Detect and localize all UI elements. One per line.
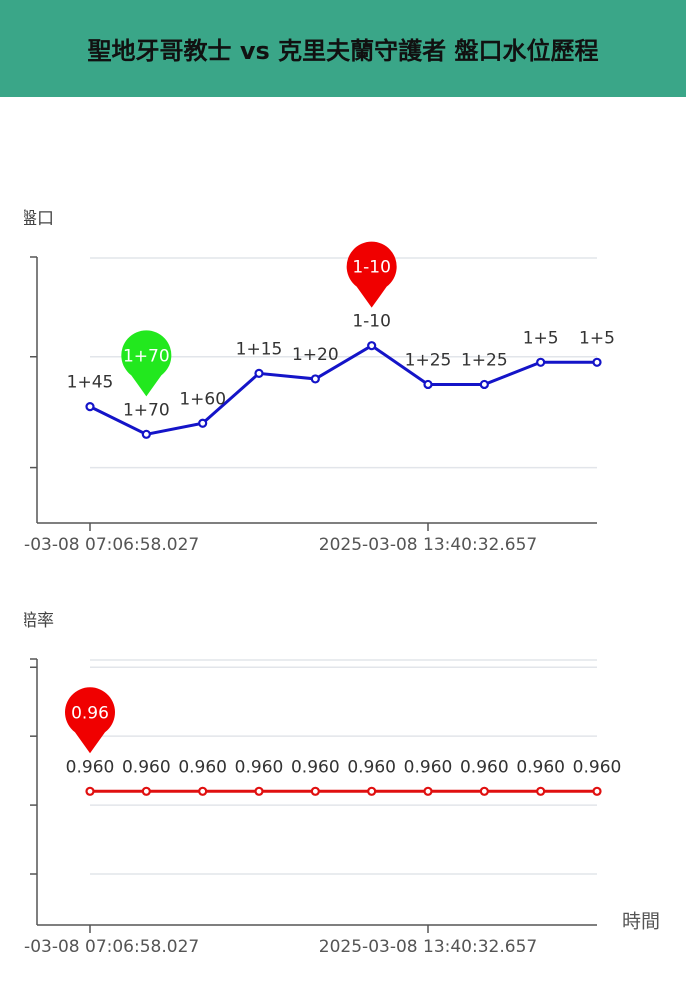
data-label: 1+15 (236, 339, 283, 359)
data-label: 1+70 (123, 400, 170, 420)
data-label: 1+20 (292, 345, 339, 365)
data-label: 0.960 (573, 757, 622, 777)
data-label: 0.960 (404, 757, 453, 777)
data-label: 1+45 (67, 373, 114, 393)
data-label: 1+25 (405, 350, 452, 370)
point (310, 786, 320, 796)
pin (346, 241, 397, 308)
x-axis-title: 時間 (622, 911, 660, 933)
title: 聖地牙哥教士 vs 克里夫蘭守護者 盤口水位歷程 (87, 37, 599, 65)
point (479, 379, 489, 390)
charts: 盤口 2025-03-08 07:06:58.027 2025-03-08 13:4… (0, 209, 660, 957)
pin-label: 1-10 (352, 258, 391, 278)
point (367, 341, 377, 351)
point (198, 786, 208, 796)
point (198, 418, 208, 428)
data-label: 0.960 (516, 757, 565, 777)
y-axis-title: 賠率 (20, 611, 54, 631)
series-line (89, 343, 597, 436)
point (254, 368, 264, 378)
point (310, 374, 320, 384)
data-label: 0.960 (347, 757, 396, 777)
data-label: 0.960 (291, 757, 340, 777)
data-label: 1+25 (461, 350, 508, 370)
x-tick-label: 2025-03-08 13:40:32.657 (319, 535, 537, 555)
point (479, 786, 489, 796)
data-label: 1-10 (352, 312, 391, 332)
point (592, 357, 602, 367)
point (592, 786, 602, 796)
point (423, 379, 433, 390)
point (536, 357, 546, 367)
pin-label: 1+70 (123, 346, 170, 366)
data-label: 0.960 (460, 757, 509, 777)
chart-area: 盤口 2025-03-08 07:06:58.027 2025-03-08 13:4… (0, 209, 660, 957)
point (423, 786, 433, 796)
x-tick-label: 2025-03-08 13:40:32.657 (319, 937, 537, 957)
point (141, 429, 151, 439)
data-label: 1+60 (179, 389, 226, 409)
point (85, 402, 95, 412)
point (254, 786, 264, 796)
point (367, 786, 377, 796)
y-axis-title: 盤口 (20, 209, 54, 229)
header: 聖地牙哥教士 vs 克里夫蘭守護者 盤口水位歷程 (0, 0, 686, 97)
pin (121, 330, 172, 397)
pin-label: 0.96 (71, 703, 109, 723)
point (536, 786, 546, 796)
data-label: 0.960 (235, 757, 284, 777)
data-label: 0.960 (178, 757, 227, 777)
point (85, 786, 95, 796)
data-label: 0.960 (66, 757, 115, 777)
x-tick-label: 2025-03-08 07:06:58.027 (0, 535, 199, 555)
point (141, 786, 151, 796)
data-label: 0.960 (122, 757, 171, 777)
data-label: 1+5 (523, 328, 559, 348)
x-tick-label: 2025-03-08 07:06:58.027 (0, 937, 199, 957)
pin (65, 687, 115, 754)
data-label: 1+5 (579, 328, 615, 348)
